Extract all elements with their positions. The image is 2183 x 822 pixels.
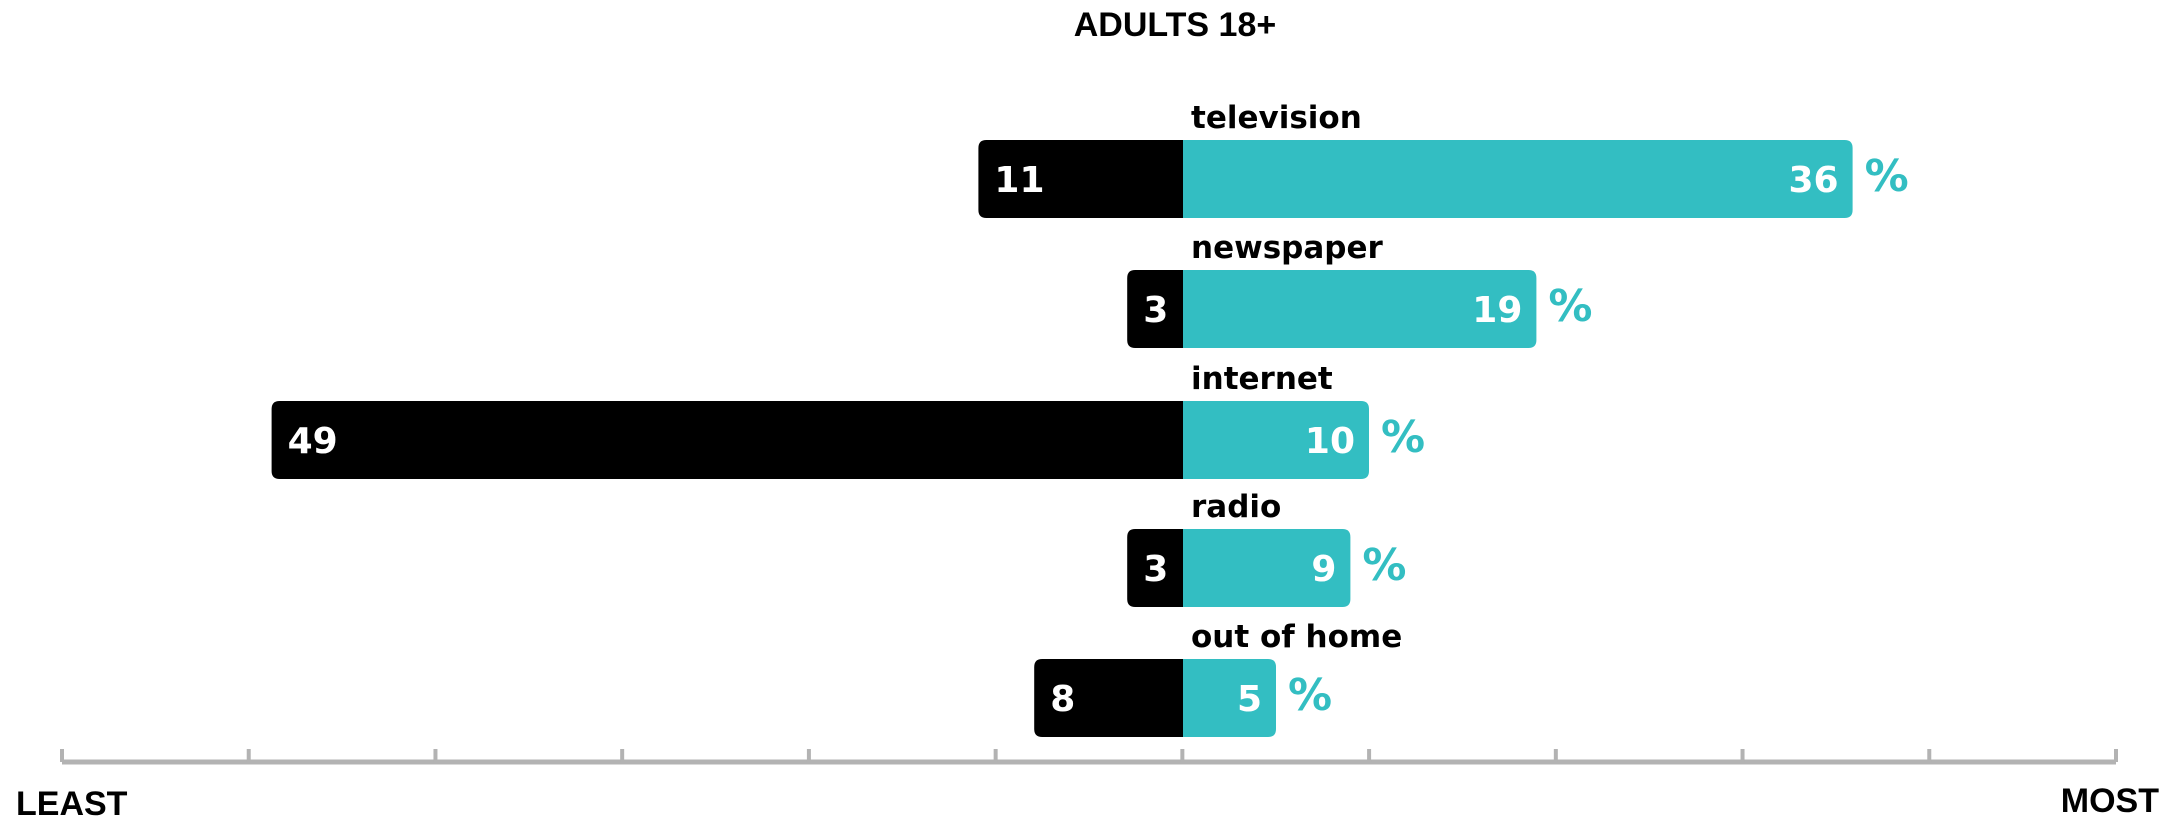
least-value-label: 3 — [1143, 290, 1168, 331]
category-label: out of home — [1191, 619, 1402, 655]
most-value-label: 36 — [1788, 160, 1838, 201]
least-value-label: 8 — [1050, 679, 1075, 720]
category-label: internet — [1191, 361, 1333, 397]
most-bar — [1183, 401, 1369, 479]
least-bar — [1127, 529, 1183, 607]
percent-label: % — [1381, 412, 1425, 463]
bar-row: newspaper 3 19% — [1127, 230, 1592, 348]
most-value-label: 9 — [1311, 549, 1336, 590]
least-value-label: 3 — [1143, 549, 1168, 590]
least-bar — [1127, 270, 1183, 348]
category-label: radio — [1191, 489, 1281, 525]
least-bar — [1034, 659, 1183, 737]
most-bar — [1183, 659, 1276, 737]
category-label: newspaper — [1191, 230, 1384, 266]
least-bar — [271, 401, 1184, 479]
percent-label: % — [1288, 670, 1332, 721]
percent-label: % — [1362, 540, 1406, 591]
bar-row: out of home 8 5% — [1034, 619, 1402, 737]
least-value-label: 49 — [288, 421, 338, 462]
bar-row: television 11 36% — [978, 100, 1909, 218]
most-value-label: 5 — [1237, 679, 1262, 720]
most-value-label: 10 — [1305, 421, 1355, 462]
category-label: television — [1191, 100, 1362, 136]
bar-row: radio 3 9% — [1127, 489, 1406, 607]
most-bar — [1183, 270, 1537, 348]
least-value-label: 11 — [994, 160, 1044, 201]
most-value-label: 19 — [1472, 290, 1522, 331]
bars-group: television 11 36 % newspaper 3 19 % internet 49 10… — [271, 100, 1909, 737]
percent-label: % — [1548, 281, 1592, 332]
most-bar — [1183, 140, 1853, 218]
bar-row: internet 49 10% — [271, 361, 1425, 479]
scale-axis — [60, 749, 2118, 765]
least-bar — [978, 140, 1183, 218]
most-bar — [1183, 529, 1351, 607]
least-label: LEAST — [16, 785, 128, 822]
percent-label: % — [1865, 151, 1909, 202]
chart-title: ADULTS 18+ — [1074, 6, 1276, 44]
most-label: MOST — [2061, 782, 2159, 820]
